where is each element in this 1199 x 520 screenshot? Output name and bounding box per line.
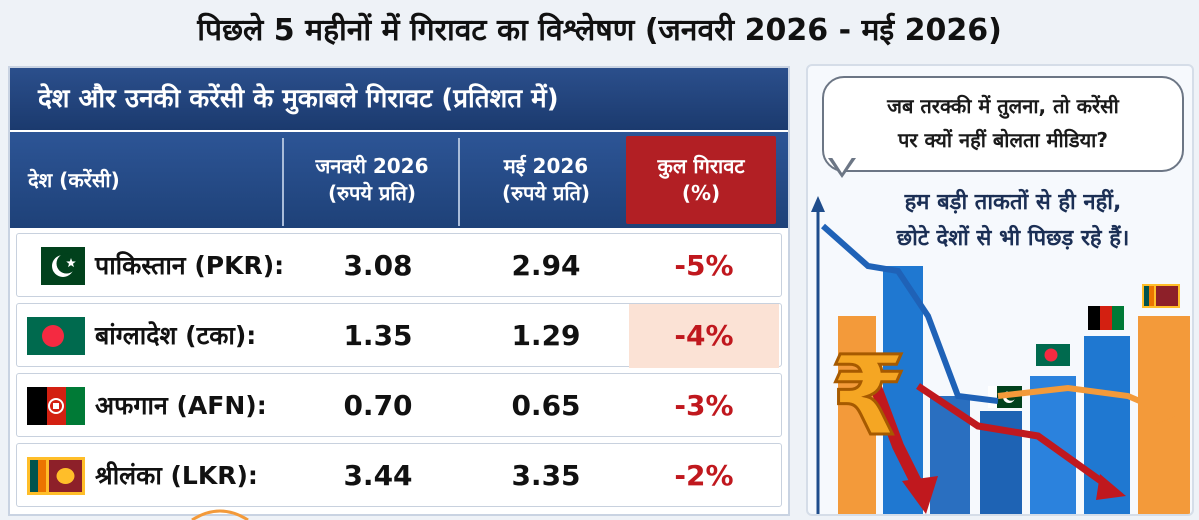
table-row: अफगान (AFN): 0.70 0.65 -3% xyxy=(16,373,782,437)
table-header: देश (करेंसी) जनवरी 2026 (रुपये प्रति) मई… xyxy=(10,132,788,228)
trend-line xyxy=(997,384,1165,414)
subheading-line-2: छोटे देशों से भी पिछड़ रहे हैं। xyxy=(896,226,1130,251)
side-panel: ₹ जब तरक्की में तुलना, तो करेंसी पर क्यो… xyxy=(806,64,1194,516)
bangladesh-flag-icon xyxy=(27,317,85,355)
header-decline-unit: (%) xyxy=(681,181,721,205)
afghanistan-flag-icon xyxy=(1088,306,1124,330)
header-may: मई 2026 (रुपये प्रति) xyxy=(462,132,630,228)
table-row: पाकिस्तान (PKR): 3.08 2.94 -5% xyxy=(16,233,782,297)
decline-percent: -3% xyxy=(674,389,734,422)
table-title: देश और उनकी करेंसी के मुकाबले गिरावट (प्… xyxy=(10,68,788,130)
header-decline-label: कुल गिरावट xyxy=(657,154,745,178)
table-row: बांग्लादेश (टका): 1.35 1.29 -4% xyxy=(16,303,782,368)
header-country: देश (करेंसी) xyxy=(28,132,278,228)
pakistan-flag-icon xyxy=(27,247,85,285)
january-rate: 3.08 xyxy=(343,249,413,282)
country-name: बांग्लादेश (टका): xyxy=(95,321,257,350)
graphic-bar xyxy=(838,316,876,514)
subheading-line-1: हम बड़ी ताकतों से ही नहीं, xyxy=(904,190,1122,215)
decorative-arc-icon xyxy=(191,509,249,520)
down-arrow-icon xyxy=(1156,400,1176,424)
srilanka-flag-icon xyxy=(1142,284,1180,308)
may-rate: 2.94 xyxy=(511,249,581,282)
trend-line xyxy=(821,223,999,404)
decline-percent: -5% xyxy=(674,249,734,282)
speech-bubble: जब तरक्की में तुलना, तो करेंसी पर क्यों … xyxy=(822,76,1184,172)
january-rate: 0.70 xyxy=(343,389,413,422)
page-title: पिछले 5 महीनों में गिरावट का विश्लेषण (ज… xyxy=(197,13,1002,48)
country-name: पाकिस्तान (PKR): xyxy=(95,251,285,280)
rupee-symbol-icon: ₹ xyxy=(830,332,907,460)
down-arrow-icon xyxy=(1096,474,1126,500)
decline-percent: -2% xyxy=(674,459,734,492)
bubble-line-1: जब तरक्की में तुलना, तो करेंसी xyxy=(887,94,1119,118)
country-name: श्रीलंका (LKR): xyxy=(95,461,258,490)
header-january: जनवरी 2026 (रुपये प्रति) xyxy=(287,132,457,228)
header-may-label: मई 2026 xyxy=(503,154,589,178)
header-january-label: जनवरी 2026 xyxy=(315,154,429,178)
table-row: श्रीलंका (LKR): 3.44 3.35 -2% xyxy=(16,443,782,507)
down-arrow-icon xyxy=(902,476,938,514)
axis-arrow-head-icon xyxy=(811,196,825,212)
currency-table: देश और उनकी करेंसी के मुकाबले गिरावट (प्… xyxy=(8,66,790,516)
bar-graph-icon: ₹ xyxy=(811,196,1190,514)
header-january-unit: (रुपये प्रति) xyxy=(327,181,417,205)
header-may-unit: (रुपये प्रति) xyxy=(501,181,591,205)
may-rate: 1.29 xyxy=(511,319,581,352)
may-rate: 0.65 xyxy=(511,389,581,422)
january-rate: 1.35 xyxy=(343,319,413,352)
may-rate: 3.35 xyxy=(511,459,581,492)
header-total-decline: कुल गिरावट (%) xyxy=(626,136,776,224)
decline-line xyxy=(862,363,924,489)
bangladesh-flag-icon xyxy=(1036,344,1070,366)
column-divider xyxy=(282,138,284,226)
afghanistan-flag-icon xyxy=(27,387,85,425)
decline-percent: -4% xyxy=(629,304,779,368)
srilanka-flag-icon xyxy=(27,457,85,495)
decline-line xyxy=(916,383,1111,489)
bubble-tail-inner xyxy=(831,156,853,173)
bubble-line-2: पर क्यों नहीं बोलता मीडिया? xyxy=(898,128,1108,152)
country-name: अफगान (AFN): xyxy=(95,391,267,420)
january-rate: 3.44 xyxy=(343,459,413,492)
column-divider xyxy=(458,138,460,226)
header-country-label: देश (करेंसी) xyxy=(28,167,120,192)
